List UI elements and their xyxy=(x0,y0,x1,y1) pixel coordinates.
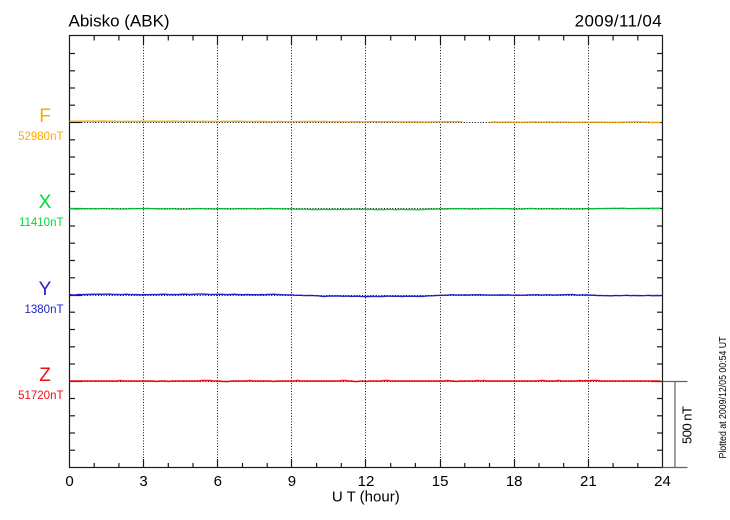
svg-text:Plotted at 2009/12/05 00:54 UT: Plotted at 2009/12/05 00:54 UT xyxy=(717,336,729,458)
svg-text:52980nT: 52980nT xyxy=(18,131,63,143)
svg-text:Abisko (ABK): Abisko (ABK) xyxy=(69,11,170,30)
svg-text:24: 24 xyxy=(654,473,671,490)
svg-text:21: 21 xyxy=(580,473,597,490)
svg-text:Y: Y xyxy=(39,279,52,300)
svg-text:12: 12 xyxy=(358,473,375,490)
svg-text:U T (hour): U T (hour) xyxy=(332,489,400,506)
svg-text:X: X xyxy=(39,192,52,213)
svg-text:1380nT: 1380nT xyxy=(24,304,63,316)
svg-text:F: F xyxy=(39,106,51,127)
svg-text:9: 9 xyxy=(288,473,296,490)
svg-text:11410nT: 11410nT xyxy=(19,217,64,229)
svg-text:18: 18 xyxy=(506,473,523,490)
svg-text:3: 3 xyxy=(139,473,147,490)
svg-text:2009/11/04: 2009/11/04 xyxy=(575,12,662,31)
svg-text:6: 6 xyxy=(214,473,222,490)
svg-text:0: 0 xyxy=(65,473,73,490)
svg-text:500 nT: 500 nT xyxy=(680,406,695,444)
svg-text:15: 15 xyxy=(432,473,449,490)
svg-text:51720nT: 51720nT xyxy=(18,390,63,402)
svg-text:Z: Z xyxy=(39,365,51,386)
